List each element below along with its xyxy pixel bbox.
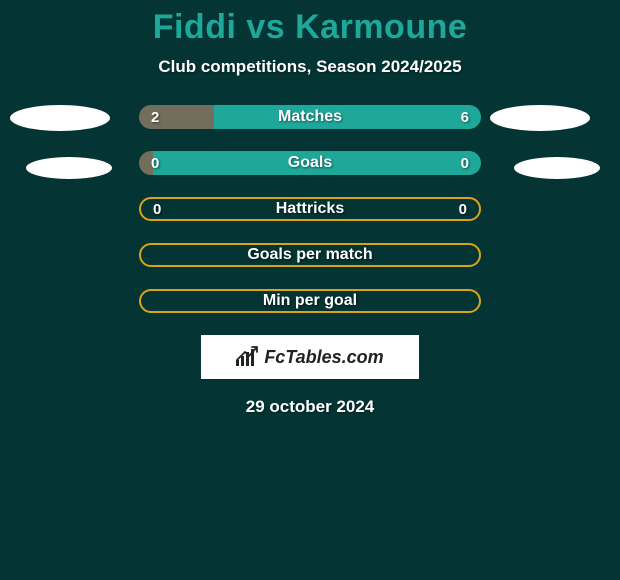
- stat-left-value: 0: [153, 201, 161, 218]
- stat-right-value: 6: [461, 109, 469, 126]
- bar-right-segment: [214, 105, 481, 129]
- bar-chart-icon: [236, 348, 258, 366]
- source-logo[interactable]: FcTables.com: [201, 335, 419, 379]
- stat-bar: 0 0Hattricks: [139, 197, 481, 221]
- player-right-shape-2: [514, 157, 600, 179]
- stats-area: 26Matches00Goals00HattricksGoals per mat…: [0, 105, 620, 313]
- stat-label: Hattricks: [141, 200, 479, 218]
- page-subtitle: Club competitions, Season 2024/2025: [0, 57, 620, 77]
- stat-bar: Goals per match: [139, 243, 481, 267]
- stat-left-value: 0: [151, 155, 159, 172]
- stat-bars: 26Matches00Goals00HattricksGoals per mat…: [139, 105, 481, 313]
- bar-right-segment: [153, 151, 481, 175]
- page-title: Fiddi vs Karmoune: [0, 0, 620, 47]
- player-left-shape-2: [26, 157, 112, 179]
- stat-right-value: 0: [461, 155, 469, 172]
- source-logo-text: FcTables.com: [264, 347, 383, 368]
- player-right-shape-1: [490, 105, 590, 131]
- stat-left-value: 2: [151, 109, 159, 126]
- player-left-shape-1: [10, 105, 110, 131]
- stat-bar: 26Matches: [139, 105, 481, 129]
- stat-label: Min per goal: [141, 292, 479, 310]
- stat-bar: 00Goals: [139, 151, 481, 175]
- stat-right-value: 0: [459, 201, 467, 218]
- stat-label: Goals per match: [141, 246, 479, 264]
- snapshot-date: 29 october 2024: [0, 397, 620, 417]
- comparison-card: Fiddi vs Karmoune Club competitions, Sea…: [0, 0, 620, 580]
- stat-bar: Min per goal: [139, 289, 481, 313]
